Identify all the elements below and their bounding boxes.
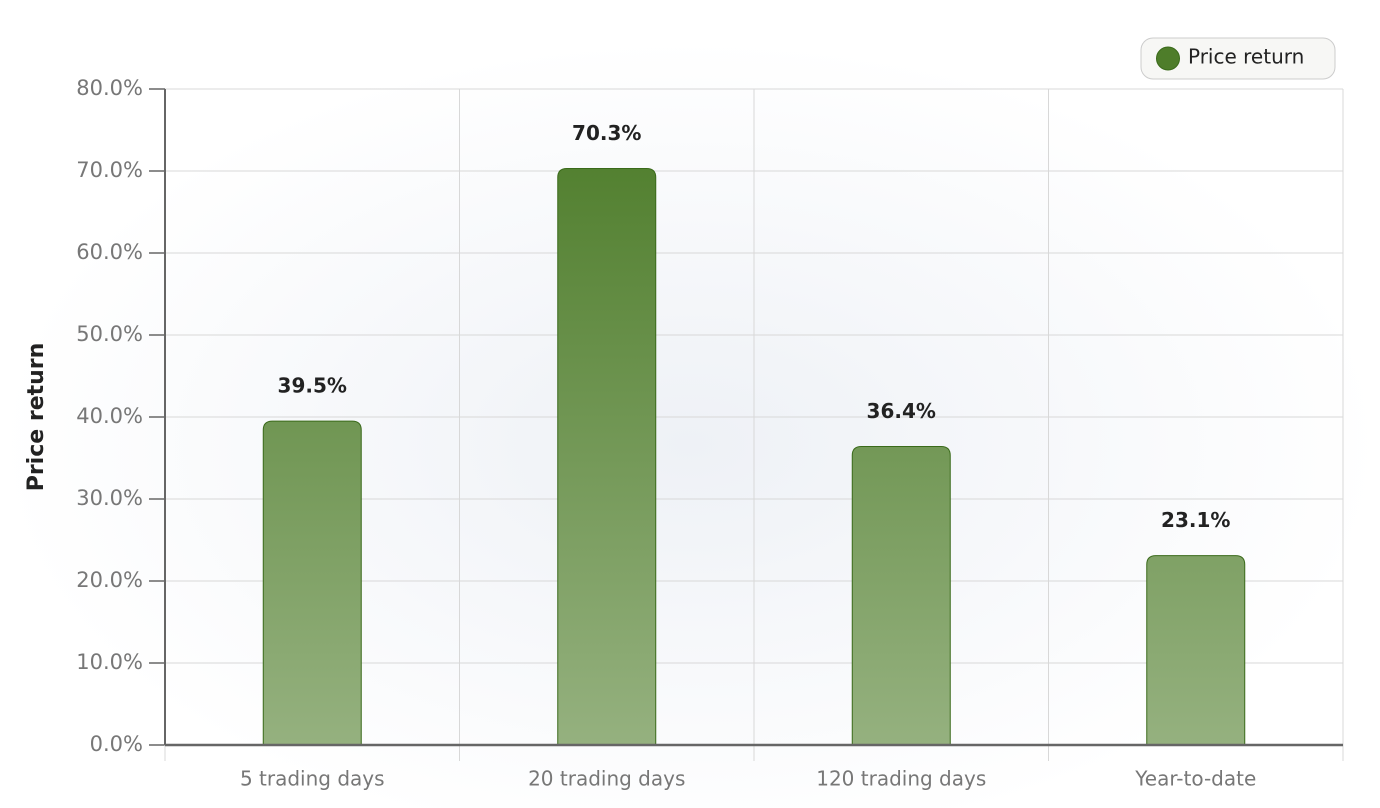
bar bbox=[851, 446, 951, 746]
legend: Price return bbox=[1140, 37, 1336, 80]
y-tick-label: 70.0% bbox=[76, 158, 143, 182]
x-tick-label: 120 trading days bbox=[816, 767, 986, 791]
y-tick-label: 50.0% bbox=[76, 322, 143, 346]
data-label: 70.3% bbox=[572, 121, 641, 145]
data-label: 39.5% bbox=[278, 374, 347, 398]
y-tick-label: 20.0% bbox=[76, 568, 143, 592]
y-tick-label: 80.0% bbox=[76, 76, 143, 100]
legend-label: Price return bbox=[1188, 45, 1304, 69]
y-axis-label: Price return bbox=[24, 343, 49, 492]
x-tick-label: 5 trading days bbox=[240, 767, 385, 791]
y-tick-label: 30.0% bbox=[76, 486, 143, 510]
data-label: 36.4% bbox=[867, 399, 936, 423]
legend-box bbox=[1140, 37, 1336, 80]
y-tick-label: 40.0% bbox=[76, 404, 143, 428]
bar bbox=[557, 168, 657, 746]
y-tick-label: 10.0% bbox=[76, 650, 143, 674]
bar bbox=[262, 420, 362, 746]
data-label: 23.1% bbox=[1161, 508, 1230, 532]
x-tick-label: Year-to-date bbox=[1134, 767, 1256, 791]
bar bbox=[1146, 555, 1246, 746]
y-tick-label: 60.0% bbox=[76, 240, 143, 264]
y-tick-label: 0.0% bbox=[90, 732, 143, 756]
legend-swatch bbox=[1156, 46, 1180, 71]
x-tick-label: 20 trading days bbox=[528, 767, 685, 791]
